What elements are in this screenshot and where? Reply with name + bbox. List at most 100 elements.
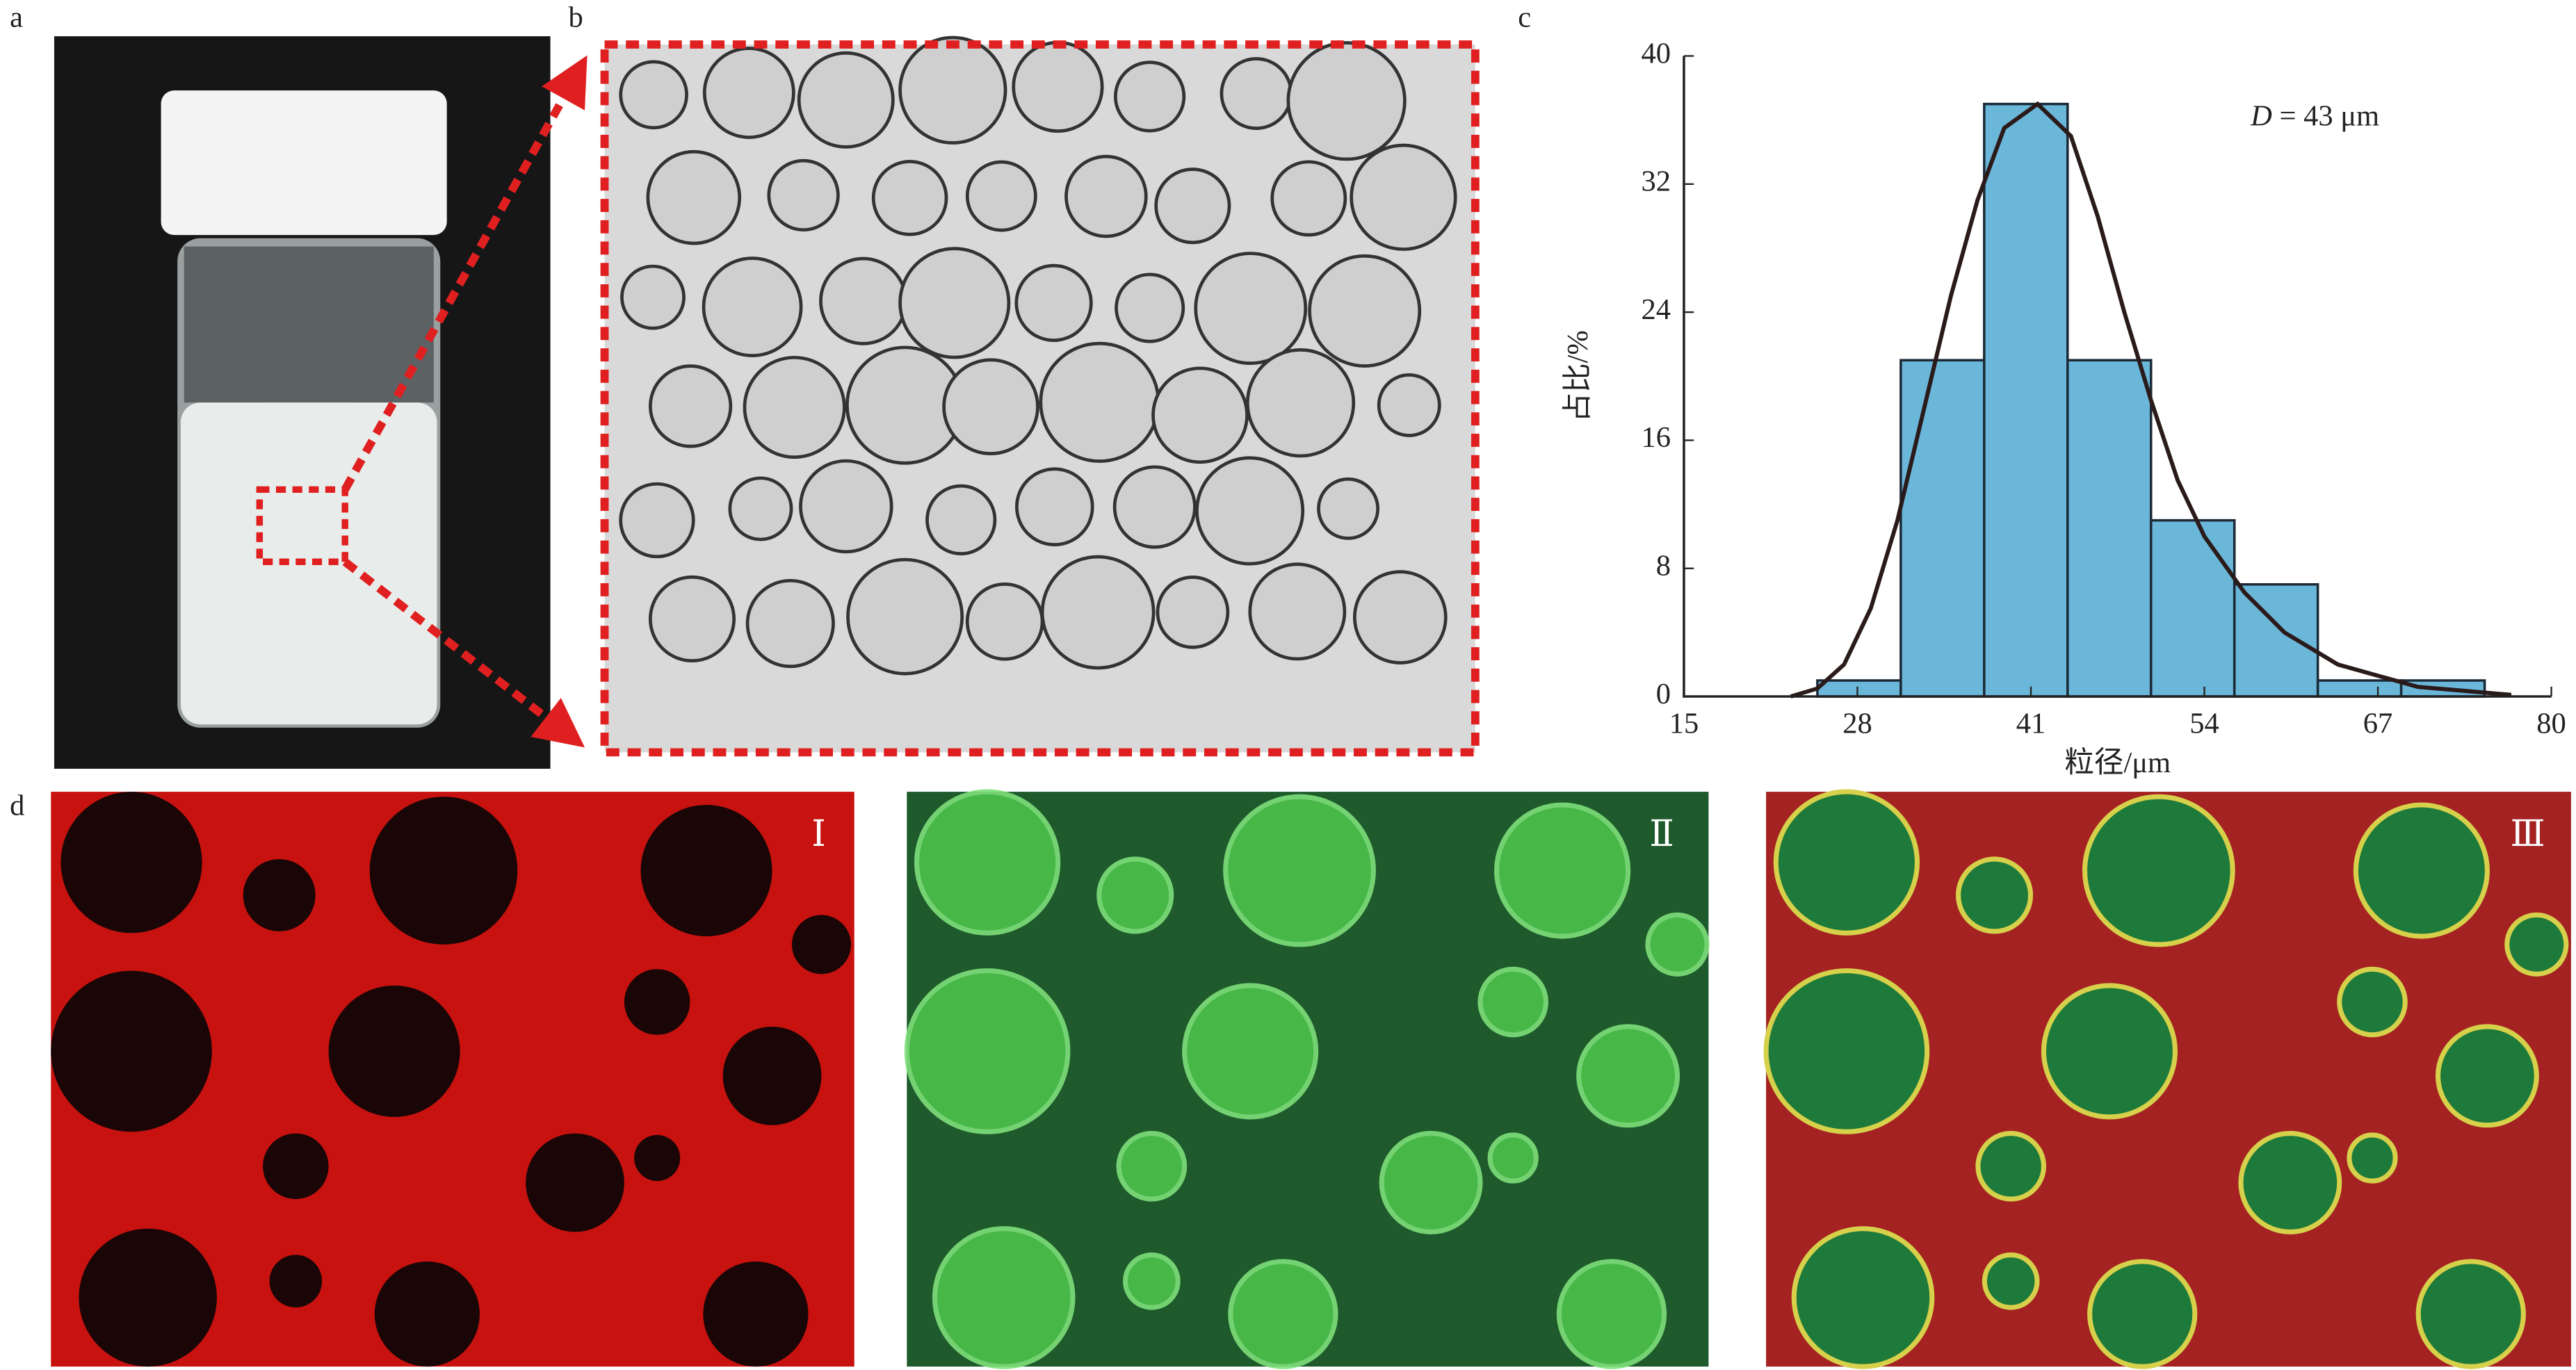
droplet (1228, 1259, 1338, 1369)
droplet (722, 1026, 822, 1125)
droplet (1040, 555, 1156, 670)
bar (2066, 359, 2153, 698)
droplet (1576, 1024, 1680, 1128)
y-tick-label: 40 (1642, 37, 1671, 70)
droplet (51, 970, 212, 1132)
droplet (898, 247, 1011, 359)
vial-emulsion (180, 402, 437, 725)
droplet (1182, 983, 1319, 1120)
droplet (1015, 467, 1094, 546)
x-tick-label: 15 (1669, 707, 1699, 740)
droplet (1494, 802, 1631, 939)
droplet (846, 557, 964, 676)
droplet (965, 582, 1044, 661)
panel-numeral: Ⅲ (2510, 815, 2545, 854)
droplet (60, 792, 202, 933)
bar (2149, 519, 2236, 698)
annotation-symbol: D (2250, 99, 2272, 132)
droplet (1317, 477, 1380, 540)
droplet (898, 35, 1007, 145)
droplet (2347, 1132, 2398, 1184)
droplet (2087, 1259, 2198, 1369)
droplet (1245, 348, 1356, 458)
droplet (1477, 966, 1549, 1038)
droplet (624, 969, 690, 1035)
panel-label: a (10, 1, 23, 33)
droplet (819, 256, 908, 345)
droplet (2082, 794, 2235, 947)
panel-label: d (10, 789, 24, 822)
droplet (1645, 912, 1710, 977)
zoom-arrow (342, 558, 585, 748)
droplet (914, 789, 1061, 936)
panel-numeral: Ⅰ (811, 815, 826, 854)
droplet (1012, 40, 1104, 133)
droplet (1064, 154, 1148, 238)
droplet (2353, 802, 2490, 939)
droplet (2337, 966, 2408, 1038)
droplet (1308, 254, 1422, 368)
droplet (904, 968, 1071, 1134)
droplet (1982, 1252, 2040, 1310)
droplet (2041, 983, 2178, 1120)
bar (1899, 359, 1986, 698)
x-tick-label: 80 (2536, 707, 2566, 740)
droplet (619, 482, 695, 559)
x-tick-label: 28 (1842, 707, 1872, 740)
droplet (1956, 856, 2034, 934)
y-tick-label: 24 (1642, 293, 1671, 326)
droplet (369, 797, 518, 945)
droplet (646, 149, 742, 245)
droplet (1223, 794, 1376, 947)
droplet (1975, 1131, 2046, 1202)
droplet (703, 1261, 809, 1367)
droplet (1123, 1252, 1181, 1310)
y-tick-label: 0 (1656, 678, 1671, 710)
droplet (702, 256, 803, 357)
droplet (374, 1261, 480, 1367)
micrograph-border (600, 40, 1480, 757)
y-tick-label: 16 (1642, 421, 1671, 454)
annotation-text: = 43 μm (2272, 99, 2379, 132)
droplet (942, 358, 1039, 456)
vial-cap (161, 90, 447, 236)
x-tick-label: 54 (2189, 707, 2219, 740)
droplet (1270, 160, 1347, 237)
droplet (1352, 570, 1448, 664)
panel-numeral: Ⅱ (1649, 815, 1674, 854)
droplet (1014, 263, 1093, 343)
droplet (745, 578, 835, 669)
droplet (1113, 60, 1186, 133)
bar (1983, 102, 2069, 698)
droplet (1151, 366, 1249, 464)
bar (1816, 679, 1902, 698)
droplet (1039, 341, 1160, 463)
droplet (791, 915, 851, 975)
droplet (743, 355, 846, 459)
droplet (79, 1228, 217, 1367)
droplet (1377, 373, 1441, 437)
droplet (1112, 465, 1197, 549)
droplet (797, 51, 895, 149)
droplet (1156, 575, 1230, 649)
droplet (634, 1134, 681, 1182)
droplet (1220, 57, 1293, 130)
droplet (965, 160, 1037, 232)
droplet (243, 858, 316, 931)
droplet (2238, 1131, 2342, 1234)
droplet (1154, 168, 1231, 245)
droplet (1286, 41, 1407, 161)
droplet (1773, 789, 1920, 936)
droplet (1791, 1226, 1935, 1369)
panel-label: c (1518, 1, 1531, 33)
droplet (1194, 252, 1308, 366)
vial-clear (184, 246, 434, 403)
droplet (640, 804, 772, 937)
x-tick-label: 41 (2016, 707, 2046, 740)
panel-label: b (569, 1, 583, 33)
droplet (1487, 1132, 1539, 1184)
droplet (269, 1255, 323, 1308)
droplet (619, 60, 688, 130)
droplet (620, 264, 686, 330)
